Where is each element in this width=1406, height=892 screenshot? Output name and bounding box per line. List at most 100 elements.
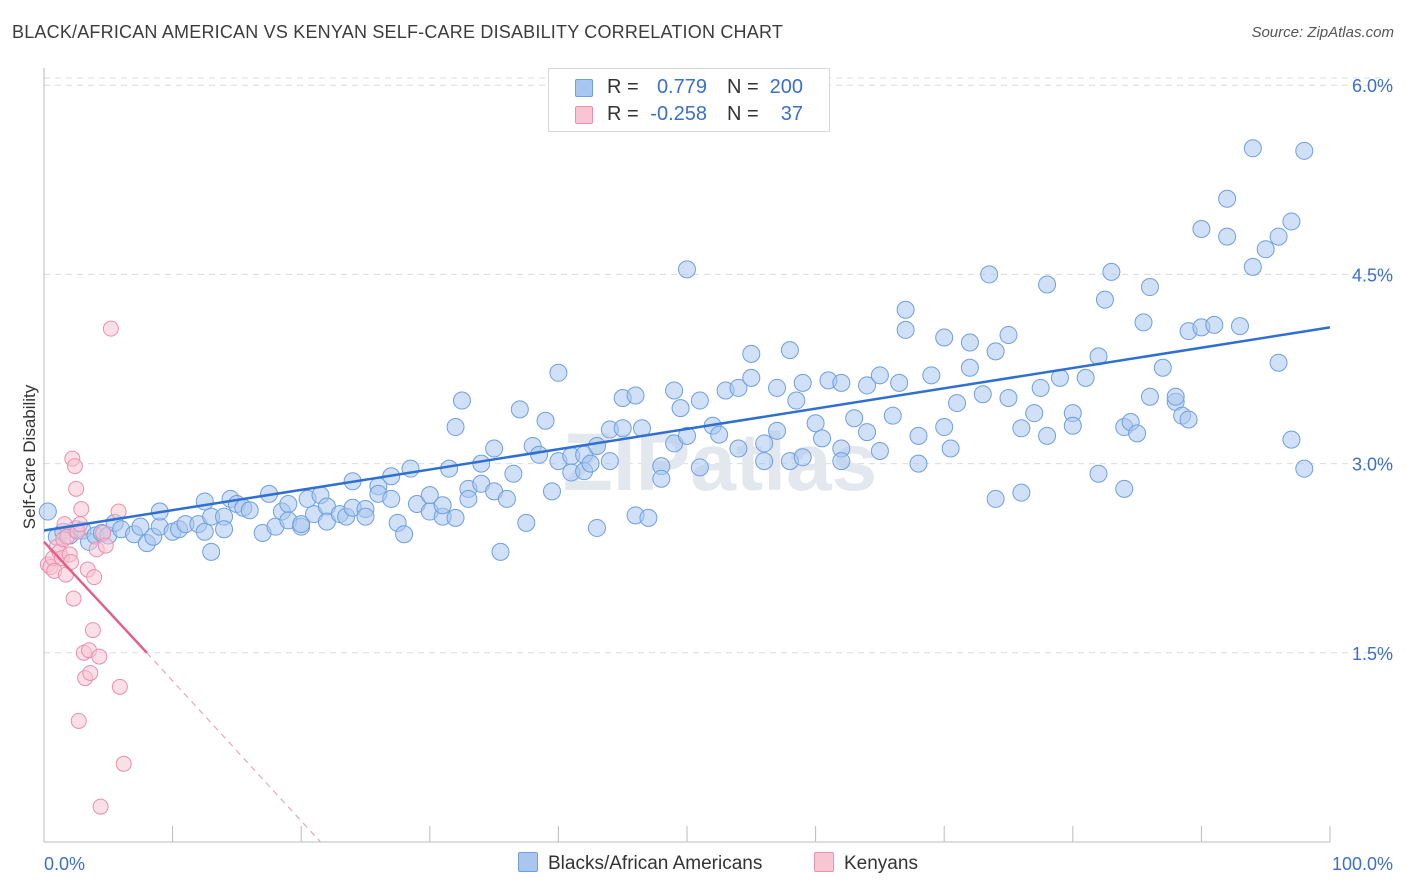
point-blacks xyxy=(279,494,298,513)
point-blacks xyxy=(131,517,150,536)
point-blacks xyxy=(922,366,941,385)
point-blacks xyxy=(768,421,787,440)
point-blacks xyxy=(587,436,606,455)
legend-label-kenyans: Kenyans xyxy=(844,853,918,874)
point-blacks xyxy=(1076,368,1095,387)
bottom-legend-blacks[interactable]: Blacks/African Americans xyxy=(518,852,762,875)
point-blacks xyxy=(587,518,606,537)
y-tick-label: 4.5% xyxy=(1352,265,1393,285)
point-blacks xyxy=(215,520,234,539)
point-blacks xyxy=(787,391,806,410)
point-blacks xyxy=(240,501,259,520)
trend-lines xyxy=(43,326,1331,843)
axes xyxy=(43,68,1331,843)
point-blacks xyxy=(195,522,214,541)
point-blacks xyxy=(1140,387,1159,406)
y-tick-labels: 1.5% 3.0% 4.5% 6.0% xyxy=(1352,76,1393,664)
legend-swatch-kenyans xyxy=(575,106,593,124)
point-blacks xyxy=(1295,459,1314,478)
point-blacks xyxy=(742,368,761,387)
point-blacks xyxy=(446,418,465,437)
legend-r-value: 0.779 xyxy=(656,76,707,98)
point-blacks xyxy=(941,439,960,458)
bottom-legend: Blacks/African Americans Kenyans xyxy=(0,852,1406,876)
point-kenyans xyxy=(63,553,80,570)
point-blacks xyxy=(1282,430,1301,449)
bottom-legend-kenyans[interactable]: Kenyans xyxy=(814,852,918,875)
point-kenyans xyxy=(82,664,99,681)
point-blacks xyxy=(999,389,1018,408)
trend-line-kenyans xyxy=(43,540,148,654)
point-blacks xyxy=(690,391,709,410)
point-blacks xyxy=(883,406,902,425)
point-blacks xyxy=(768,378,787,397)
point-kenyans xyxy=(70,712,87,729)
point-blacks xyxy=(38,502,57,521)
point-blacks xyxy=(870,442,889,460)
point-blacks xyxy=(671,399,690,418)
point-blacks xyxy=(1012,419,1031,438)
point-blacks xyxy=(1230,317,1249,336)
point-blacks xyxy=(1102,262,1121,281)
point-kenyans xyxy=(84,622,101,639)
point-blacks xyxy=(896,320,915,339)
legend-n-value: 200 xyxy=(769,76,803,98)
legend-r-value: -0.258 xyxy=(650,103,707,125)
point-blacks xyxy=(536,411,555,430)
point-kenyans xyxy=(86,569,103,586)
point-blacks xyxy=(896,300,915,319)
legend-n-label: N = xyxy=(727,103,759,125)
point-blacks xyxy=(665,381,684,400)
point-blacks xyxy=(1063,416,1082,435)
point-blacks xyxy=(652,469,671,488)
point-blacks xyxy=(613,419,632,438)
legend-r-label: R = xyxy=(607,103,639,125)
point-blacks xyxy=(986,342,1005,361)
point-blacks xyxy=(973,385,992,404)
point-kenyans xyxy=(68,480,85,497)
legend-r-label: R = xyxy=(607,76,639,98)
point-blacks xyxy=(491,542,510,561)
point-blacks xyxy=(755,452,774,471)
point-blacks xyxy=(1012,483,1031,502)
point-blacks xyxy=(530,445,549,464)
point-blacks xyxy=(1269,353,1288,372)
point-blacks xyxy=(459,489,478,508)
legend-swatch-blacks xyxy=(518,852,538,872)
point-blacks xyxy=(1128,424,1147,443)
point-blacks xyxy=(935,328,954,347)
point-blacks xyxy=(626,386,645,405)
point-blacks xyxy=(986,489,1005,508)
legend-swatch-blacks xyxy=(575,79,593,97)
point-blacks xyxy=(935,418,954,437)
point-blacks xyxy=(542,482,561,501)
point-blacks xyxy=(1140,278,1159,297)
point-blacks xyxy=(504,464,523,483)
point-kenyans xyxy=(91,648,108,665)
legend-n-label: N = xyxy=(727,76,759,98)
point-blacks xyxy=(195,492,214,511)
point-blacks xyxy=(742,344,761,363)
point-blacks xyxy=(1218,189,1237,208)
point-blacks xyxy=(497,489,516,508)
point-blacks xyxy=(793,373,812,392)
point-blacks xyxy=(433,496,452,515)
source-label: Source: ZipAtlas.com xyxy=(1251,24,1394,41)
point-blacks xyxy=(793,448,812,467)
point-blacks xyxy=(292,515,311,534)
point-blacks xyxy=(1243,257,1262,276)
legend-row-kenyans: R = -0.258 N = 37 xyxy=(549,100,829,128)
legend-swatch-kenyans xyxy=(814,852,834,872)
point-blacks xyxy=(1089,464,1108,483)
point-kenyans xyxy=(111,678,128,695)
point-blacks xyxy=(948,394,967,413)
point-blacks xyxy=(1243,139,1262,158)
point-blacks xyxy=(420,486,439,505)
point-blacks xyxy=(1282,212,1301,231)
point-blacks xyxy=(549,363,568,382)
point-kenyans xyxy=(102,320,119,337)
point-blacks xyxy=(678,260,696,279)
trend-line-kenyans-extension xyxy=(146,652,321,843)
point-blacks xyxy=(510,400,529,419)
